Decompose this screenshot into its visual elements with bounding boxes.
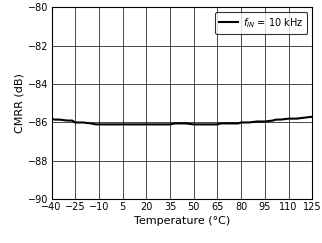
X-axis label: Temperature (°C): Temperature (°C) <box>134 216 230 226</box>
Legend: $f_{IN}$ = 10 kHz: $f_{IN}$ = 10 kHz <box>215 12 308 34</box>
Y-axis label: CMRR (dB): CMRR (dB) <box>14 73 24 133</box>
